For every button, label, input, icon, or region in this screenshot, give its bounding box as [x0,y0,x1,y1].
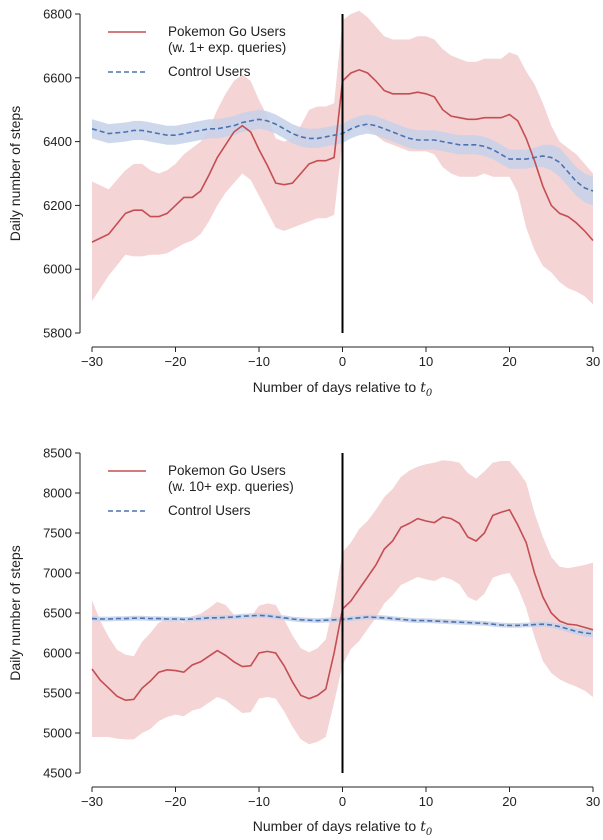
y-tick-label: 6400 [43,134,72,149]
x-tick-label: 0 [339,354,346,369]
y-tick-label: 7000 [43,566,72,581]
y-tick-label: 8500 [43,446,72,461]
legend-pokemon-label: Pokemon Go Users [168,24,286,39]
y-tick-label: 6600 [43,70,72,85]
y-tick-label: 5000 [43,726,72,741]
y-axis-label: Daily number of steps [7,545,23,680]
x-tick-label: −30 [81,354,103,369]
y-tick-label: 6800 [43,7,72,22]
y-tick-label: 6000 [43,646,72,661]
pokemon-users-confidence-band [92,10,593,305]
x-axis-label: Number of days relative to t0 [253,379,433,399]
chart-panel-bottom: 4500 5000 5500 6000 6500 7000 7500 8000 8500 −30 −… [7,446,600,839]
x-tick-label: 20 [502,354,516,369]
x-tick-label: −10 [248,794,270,809]
x-tick-label: 30 [586,354,600,369]
y-tick-label: 6200 [43,198,72,213]
legend: Pokemon Go Users(w. 10+ exp. queries) Con… [108,463,294,518]
x-tick-label: 10 [419,354,433,369]
y-tick-label: 4500 [43,766,72,781]
x-tick-label: 30 [586,794,600,809]
x-axis-label-symbol: t [420,819,426,835]
x-tick-label: −30 [81,794,103,809]
x-axis-label: Number of days relative to t0 [253,818,433,838]
x-tick-label: −20 [164,794,186,809]
x-axis-label-text: Number of days relative to [253,379,417,395]
pokemon-users-line [91,68,594,243]
x-tick-label: 20 [502,794,516,809]
legend-pokemon-label: Pokemon Go Users [168,463,286,478]
x-tick-label: 10 [419,794,433,809]
legend: Pokemon Go Users(w. 1+ exp. queries) Cont… [108,24,286,79]
y-tick-label: 5500 [43,686,72,701]
x-tick-label: −10 [248,354,270,369]
y-tick-label: 6000 [43,262,72,277]
x-axis-label-symbol: t [420,380,426,396]
legend-control-label: Control Users [168,64,251,79]
y-tick-label: 8000 [43,486,72,501]
legend-control-label: Control Users [168,503,251,518]
x-tick-label: 0 [339,794,346,809]
control-users-confidence-band [92,109,593,206]
y-tick-label: 7500 [43,526,72,541]
chart-panel-top: 5800 6000 6200 6400 6600 6800 −30 −20 −10 0 10 20 30… [7,7,600,400]
legend-pokemon-label: (w. 1+ exp. queries) [168,40,286,55]
legend-pokemon-label: (w. 10+ exp. queries) [168,479,294,494]
x-tick-label: −20 [164,354,186,369]
x-axis-label-subscript: 0 [426,388,433,399]
control-users-confidence-band [92,613,593,638]
y-tick-label: 6500 [43,606,72,621]
x-axis-label-subscript: 0 [426,827,433,838]
y-tick-label: 5800 [43,326,72,341]
x-axis-label-text: Number of days relative to [253,818,417,834]
control-users-line [91,118,594,192]
y-axis-label: Daily number of steps [7,106,23,241]
